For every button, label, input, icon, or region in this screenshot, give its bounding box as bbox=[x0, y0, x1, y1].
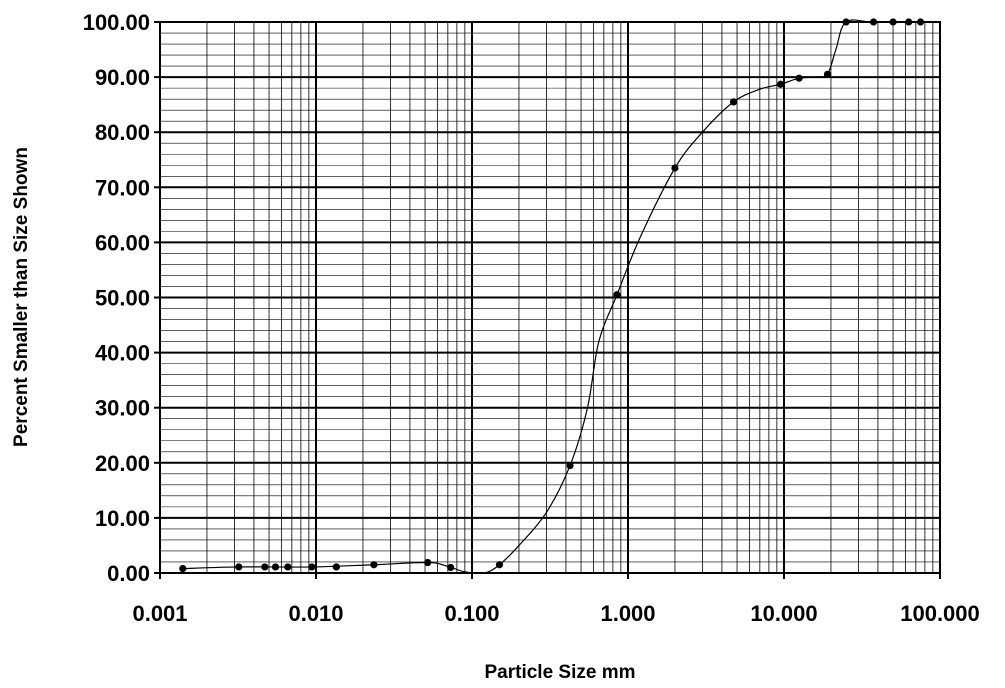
data-point bbox=[261, 563, 269, 571]
data-point bbox=[370, 561, 378, 569]
data-point bbox=[916, 18, 925, 26]
y-tick-label: 90.00 bbox=[95, 65, 150, 90]
x-tick-label: 0.100 bbox=[444, 601, 499, 626]
y-tick-label: 10.00 bbox=[95, 506, 150, 531]
data-point bbox=[271, 563, 280, 571]
y-tick-label: 70.00 bbox=[95, 175, 150, 200]
marker-layer bbox=[179, 18, 925, 573]
data-point bbox=[889, 18, 897, 26]
gradation-curve bbox=[182, 19, 921, 575]
data-point bbox=[284, 563, 292, 571]
x-tick-label: 100.000 bbox=[900, 601, 980, 626]
data-point bbox=[869, 18, 878, 26]
data-point bbox=[235, 563, 243, 571]
data-point bbox=[424, 558, 432, 567]
data-point bbox=[671, 164, 679, 172]
y-tick-label: 100.00 bbox=[83, 10, 150, 35]
y-axis-title: Percent Smaller than Size Shown bbox=[11, 147, 32, 447]
x-tick-label: 1.000 bbox=[600, 601, 655, 626]
data-point bbox=[613, 291, 621, 299]
data-point bbox=[729, 98, 738, 106]
y-tick-label: 60.00 bbox=[95, 230, 150, 255]
data-point bbox=[905, 18, 913, 26]
data-point bbox=[842, 18, 850, 26]
data-point bbox=[795, 74, 803, 82]
data-point bbox=[179, 564, 187, 573]
y-tick-label: 30.00 bbox=[95, 396, 150, 421]
tick-label-layer: 0.0010.0020.0030.0040.0050.0060.0070.008… bbox=[83, 10, 980, 626]
data-point bbox=[308, 563, 316, 571]
y-tick-label: 0.00 bbox=[107, 561, 150, 586]
x-axis-title: Particle Size mm bbox=[484, 662, 635, 683]
y-tick-label: 80.00 bbox=[95, 120, 150, 145]
x-tick-label: 0.010 bbox=[288, 601, 343, 626]
y-tick-label: 40.00 bbox=[95, 341, 150, 366]
curve-layer bbox=[182, 19, 921, 575]
data-point bbox=[447, 563, 455, 572]
data-point bbox=[332, 563, 340, 571]
y-tick-label: 20.00 bbox=[95, 451, 150, 476]
x-tick-label: 10.000 bbox=[750, 601, 817, 626]
data-point bbox=[495, 561, 504, 569]
data-point bbox=[823, 70, 832, 78]
grid-layer bbox=[154, 21, 941, 579]
x-tick-label: 0.001 bbox=[132, 601, 187, 626]
data-point bbox=[566, 461, 574, 470]
data-point bbox=[776, 80, 785, 88]
y-tick-label: 50.00 bbox=[95, 286, 150, 311]
